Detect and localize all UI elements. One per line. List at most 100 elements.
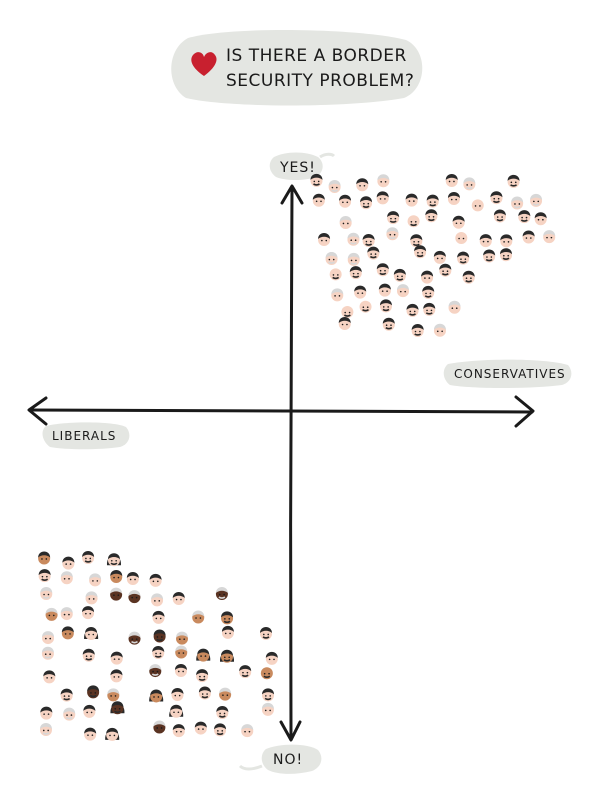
arrow-left [27, 396, 48, 426]
person-face-icon [452, 215, 465, 229]
person-face-icon [60, 571, 73, 585]
person-face-icon [152, 645, 165, 659]
person-face-icon [457, 251, 470, 265]
person-face-icon [479, 234, 492, 248]
person-face-icon [219, 687, 232, 701]
person-face-icon [447, 192, 460, 206]
person-face-icon [221, 611, 234, 625]
person-face-icon [128, 631, 141, 645]
person-face-icon [507, 174, 520, 188]
person-face-icon [216, 705, 229, 719]
person-face-icon [82, 550, 95, 564]
liberals-label: LIBERALS [42, 422, 130, 450]
person-face-icon [387, 211, 400, 225]
person-face-icon [543, 230, 556, 244]
conservatives-text: CONSERVATIVES [454, 367, 566, 381]
person-face-icon [174, 663, 187, 677]
person-face-icon [60, 688, 73, 702]
person-face-icon [198, 686, 211, 700]
person-face-icon [38, 551, 51, 565]
person-face-icon [425, 209, 438, 223]
person-face-icon [39, 722, 52, 736]
conservative-crowd [310, 173, 556, 337]
person-face-icon [522, 230, 535, 244]
person-face-icon [105, 727, 120, 741]
person-face-icon [152, 610, 165, 624]
person-face-icon [38, 569, 51, 583]
person-face-icon [359, 300, 372, 313]
person-face-icon [356, 178, 369, 192]
person-face-icon [511, 196, 524, 210]
person-face-icon [89, 573, 102, 587]
person-face-icon [169, 704, 184, 718]
person-face-icon [421, 270, 434, 284]
person-face-icon [153, 720, 166, 734]
person-face-icon [354, 285, 367, 299]
person-face-icon [149, 664, 162, 678]
person-face-icon [439, 263, 452, 277]
person-face-icon [260, 667, 273, 680]
person-face-icon [83, 704, 96, 718]
person-face-icon [172, 724, 185, 738]
person-face-icon [518, 210, 531, 224]
person-face-icon [455, 231, 468, 244]
person-face-icon [107, 688, 120, 702]
person-face-icon [241, 724, 254, 738]
arrow-right [514, 395, 535, 428]
person-face-icon [376, 263, 389, 277]
person-face-icon [221, 625, 234, 639]
person-face-icon [407, 215, 420, 228]
person-face-icon [41, 646, 54, 660]
person-face-icon [349, 266, 362, 280]
person-face-icon [396, 284, 409, 298]
person-face-icon [261, 702, 274, 716]
person-face-icon [433, 323, 446, 337]
person-face-icon [500, 248, 513, 262]
person-face-icon [379, 299, 392, 313]
yes-text: YES! [279, 160, 316, 176]
person-face-icon [214, 723, 227, 737]
person-face-icon [448, 300, 461, 314]
person-face-icon [171, 688, 184, 702]
person-face-icon [84, 626, 99, 640]
person-face-icon [339, 215, 352, 229]
person-face-icon [367, 246, 380, 260]
person-face-icon [82, 648, 95, 662]
person-face-icon [87, 685, 100, 699]
person-face-icon [265, 651, 278, 665]
conservatives-label: CONSERVATIVES [443, 359, 572, 388]
person-face-icon [239, 665, 252, 679]
person-face-icon [530, 193, 543, 207]
person-face-icon [414, 245, 427, 259]
person-face-icon [426, 194, 439, 208]
person-face-icon [376, 191, 389, 205]
heart-icon [191, 52, 217, 76]
person-face-icon [493, 209, 506, 223]
person-face-icon [42, 631, 55, 645]
person-face-icon [325, 252, 338, 266]
person-face-icon [422, 285, 435, 299]
person-face-icon [262, 688, 275, 702]
person-face-icon [45, 607, 58, 621]
person-face-icon [377, 174, 390, 188]
person-face-icon [172, 592, 185, 606]
person-face-icon [128, 590, 141, 604]
person-face-icon [483, 249, 496, 263]
person-face-icon [405, 193, 418, 207]
person-face-icon [85, 591, 98, 605]
title-line-1: IS THERE A BORDER [226, 46, 407, 66]
person-face-icon [194, 721, 207, 735]
person-face-icon [347, 252, 360, 266]
person-face-icon [219, 649, 235, 663]
person-face-icon [341, 306, 354, 319]
person-face-icon [534, 212, 547, 226]
person-face-icon [423, 302, 436, 316]
person-face-icon [411, 323, 424, 337]
person-face-icon [149, 689, 164, 703]
title-line-2: SECURITY PROBLEM? [226, 71, 414, 91]
person-face-icon [196, 669, 209, 683]
person-face-icon [215, 587, 228, 601]
person-face-icon [331, 288, 344, 302]
person-face-icon [40, 587, 53, 601]
